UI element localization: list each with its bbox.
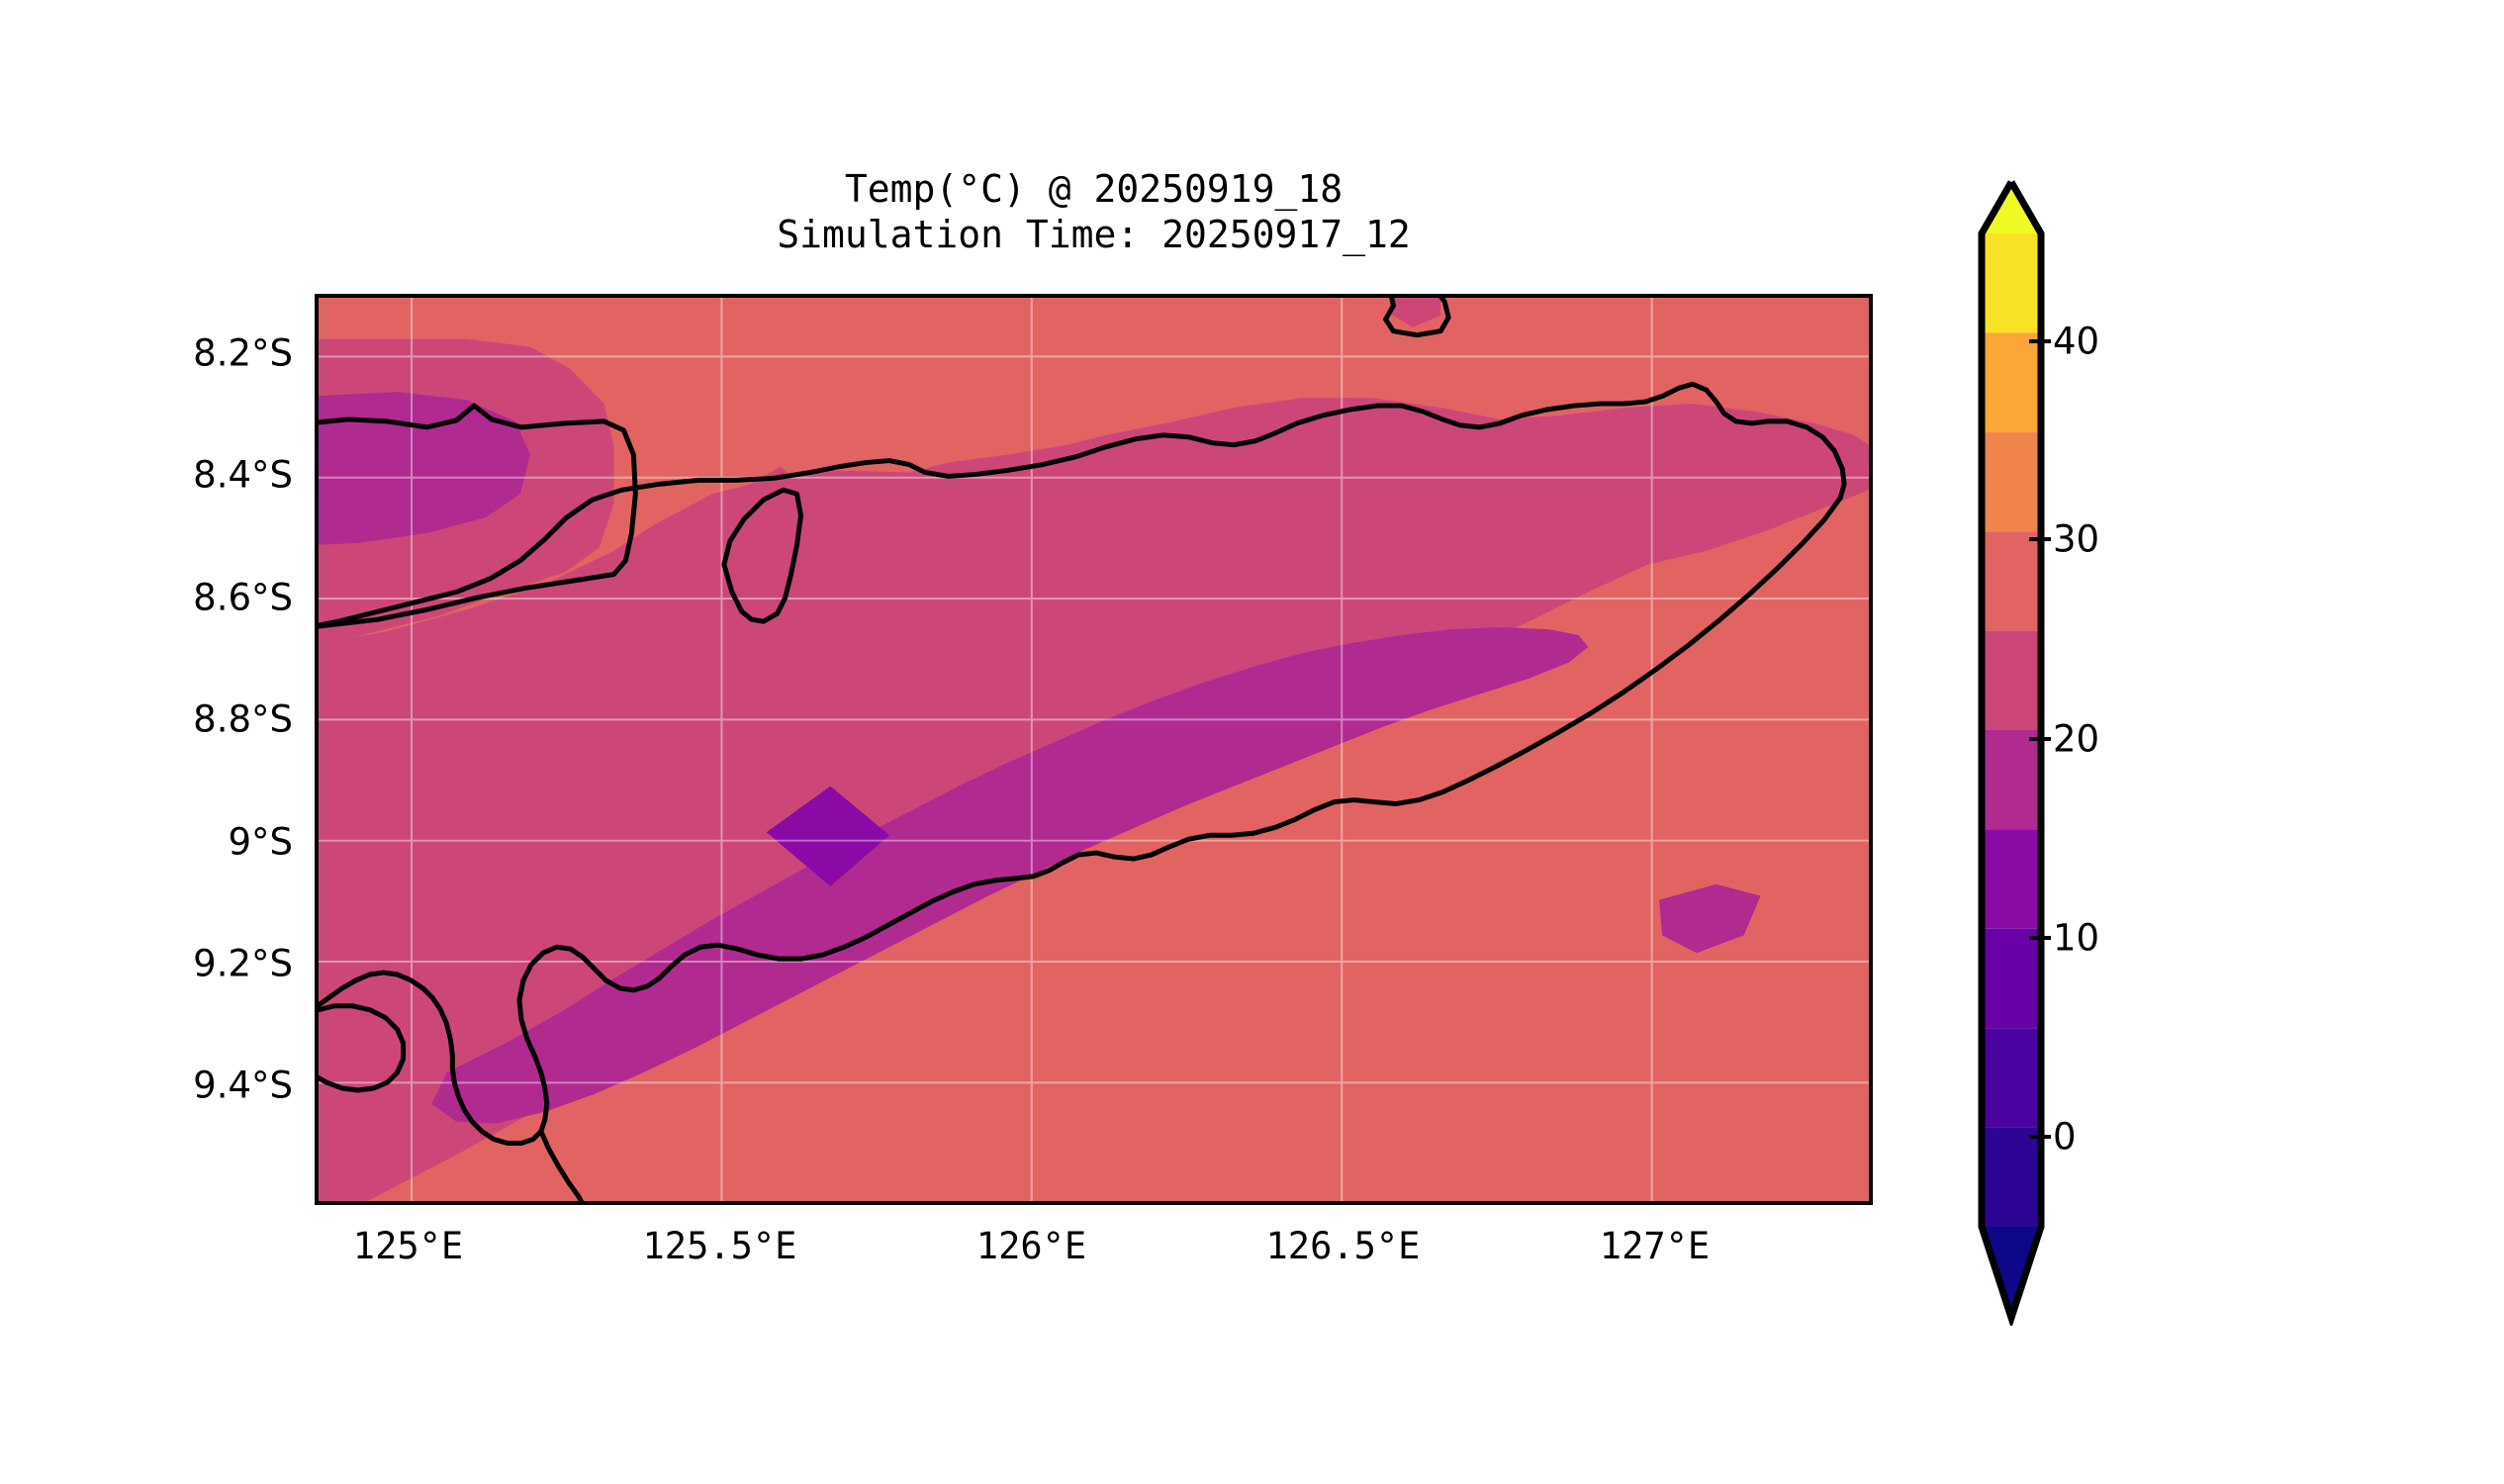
colorbar-tick-mark [2029, 537, 2051, 542]
y-tick-label: 9°S [228, 820, 293, 864]
x-tick-label: 127°E [1599, 1225, 1711, 1267]
y-tick-label: 8.8°S [193, 697, 293, 741]
colorbar-tick-mark [2029, 338, 2051, 343]
colorbar-band-35-40 [1982, 332, 2041, 432]
contour-band-15-20 [319, 392, 1761, 1124]
colorbar-tick-label: 40 [2053, 320, 2100, 363]
colorbar-band-15-20 [1982, 730, 2041, 830]
colorbar-over-arrow [1982, 182, 2041, 233]
colorbar-band-30-35 [1982, 431, 2041, 532]
colorbar-under-arrow [1982, 1227, 2041, 1318]
y-tick-label: 8.6°S [193, 576, 293, 619]
temperature-contour-map [319, 298, 1869, 1201]
colorbar-tick-mark [2029, 1134, 2051, 1139]
colorbar-gradient [1978, 180, 2045, 1326]
colorbar-outline [1978, 180, 2045, 1326]
map-plot-area[interactable] [315, 294, 1873, 1205]
chart-title-line-2: Simulation Time: 20250917_12 [777, 213, 1411, 257]
colorbar-tick-mark [2029, 935, 2051, 940]
x-tick-label: 125°E [352, 1225, 464, 1267]
colorbar-band-5-10 [1982, 928, 2041, 1029]
coastline-overlay [319, 298, 1847, 1201]
y-tick-label: 8.4°S [193, 453, 293, 497]
colorbar-tick-label: 30 [2053, 517, 2100, 561]
y-tick-label: 9.2°S [193, 942, 293, 985]
contour-band-10-15 [766, 786, 890, 886]
x-tick-label: 125.5°E [642, 1225, 797, 1267]
x-tick-label: 126.5°E [1265, 1225, 1421, 1267]
chart-title-line-1: Temp(°C) @ 20250919_18 [844, 167, 1344, 211]
colorbar-tick-label: 20 [2053, 717, 2100, 761]
colorbar-band-minus5-0 [1982, 1127, 2041, 1227]
colorbar-tick-label: 0 [2053, 1115, 2077, 1159]
y-tick-label: 8.2°S [193, 331, 293, 375]
colorbar-tick-label: 10 [2053, 916, 2100, 960]
colorbar-band-25-30 [1982, 531, 2041, 631]
y-tick-label: 9.4°S [193, 1064, 293, 1107]
x-axis-tick-labels: 125°E 125.5°E 126°E 126.5°E 127°E [315, 1225, 1873, 1284]
map-clip [319, 298, 1869, 1201]
colorbar-band-10-15 [1982, 829, 2041, 929]
map-gridlines [319, 298, 1869, 1201]
colorbar-band-0-5 [1982, 1028, 2041, 1128]
colorbar-band-20-25 [1982, 630, 2041, 730]
colorbar-tick-mark [2029, 737, 2051, 742]
chart-title: Temp(°C) @ 20250919_18 Simulation Time: … [315, 166, 1873, 258]
y-axis-tick-labels: 8.2°S 8.4°S 8.6°S 8.8°S 9°S 9.2°S 9.4°S [99, 294, 293, 1205]
colorbar[interactable]: 40 30 20 10 0 [1978, 178, 2099, 1326]
colorbar-band-40-45 [1982, 233, 2041, 333]
x-tick-label: 126°E [975, 1225, 1087, 1267]
